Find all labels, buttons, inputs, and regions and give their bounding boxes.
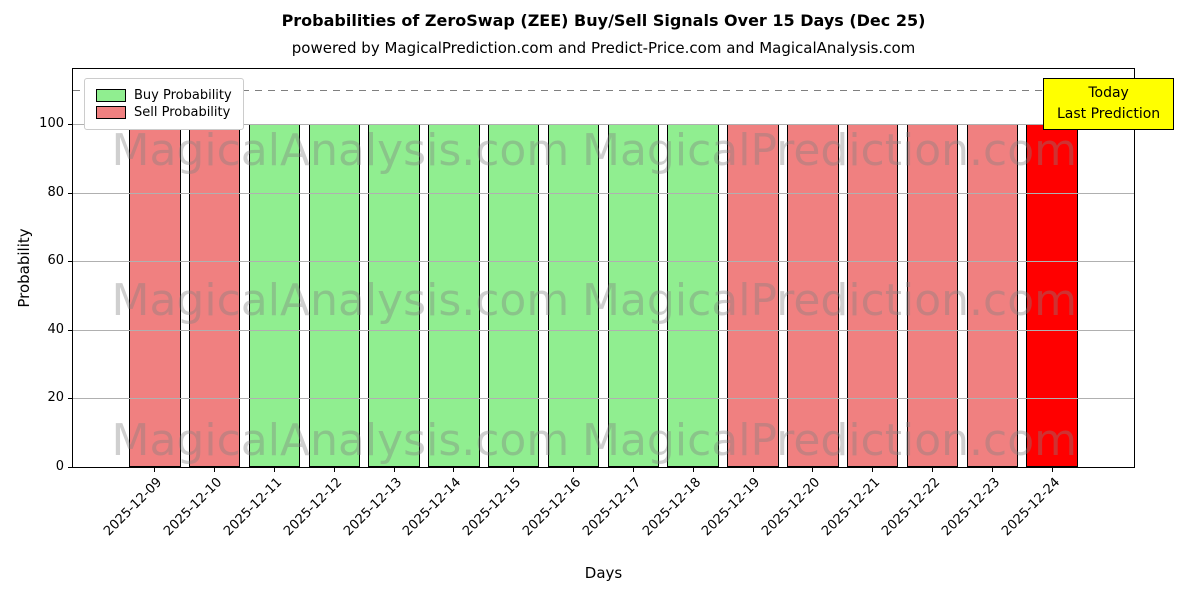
x-tick-label-text: 2025-12-10 xyxy=(161,475,226,540)
legend-label-buy: Buy Probability xyxy=(134,88,232,103)
bar-2025-12-21 xyxy=(846,123,899,467)
x-tick-mark xyxy=(573,468,575,472)
y-tick-label-80: 80 xyxy=(47,184,64,200)
bar-2025-12-24 xyxy=(1026,123,1078,467)
bar-2025-12-15 xyxy=(488,123,540,467)
x-tick-mark xyxy=(513,468,515,472)
y-tick-label-40: 40 xyxy=(47,321,64,337)
gridline-100 xyxy=(73,123,1134,125)
buy-probability-swatch xyxy=(96,89,126,102)
y-tick-mark xyxy=(68,123,72,125)
x-tick-label-text: 2025-12-12 xyxy=(280,475,345,540)
y-tick-label-100: 100 xyxy=(39,115,64,131)
gridline-60 xyxy=(73,261,1134,263)
x-tick-label-text: 2025-12-18 xyxy=(639,475,704,540)
bar-2025-12-23 xyxy=(966,123,1018,467)
legend-label-sell: Sell Probability xyxy=(134,105,231,120)
x-tick-mark xyxy=(333,468,335,472)
y-tick-mark xyxy=(68,467,72,468)
bar-2025-12-09 xyxy=(129,123,181,467)
x-tick-label-text: 2025-12-11 xyxy=(221,475,286,540)
x-tick-label-text: 2025-12-20 xyxy=(759,475,824,540)
x-tick-mark xyxy=(872,468,874,472)
y-tick-mark xyxy=(68,329,72,331)
x-tick-label-text: 2025-12-15 xyxy=(460,475,525,540)
y-tick-label-20: 20 xyxy=(47,390,64,406)
x-tick-label-text: 2025-12-13 xyxy=(340,475,405,540)
x-tick-mark xyxy=(214,468,216,472)
sell-probability-swatch xyxy=(96,106,126,119)
bar-2025-12-16 xyxy=(547,123,600,467)
x-tick-label-text: 2025-12-16 xyxy=(520,475,585,540)
x-tick-label-text: 2025-12-22 xyxy=(879,475,944,540)
bar-2025-12-13 xyxy=(368,123,420,467)
legend-item-buy: Buy Probability xyxy=(96,88,232,103)
y-tick-label-0: 0 xyxy=(55,459,64,474)
x-tick-mark xyxy=(692,468,694,472)
plot-area: MagicalAnalysis.com MagicalPrediction.com… xyxy=(72,68,1135,468)
bar-2025-12-11 xyxy=(248,123,301,467)
x-tick-label-text: 2025-12-19 xyxy=(699,475,764,540)
watermark: MagicalPrediction.com xyxy=(581,275,1077,326)
bar-2025-12-12 xyxy=(308,123,361,467)
x-tick-label-text: 2025-12-24 xyxy=(998,475,1063,540)
x-tick-mark xyxy=(1051,468,1053,472)
today-annotation: Today Last Prediction xyxy=(1043,78,1175,130)
gridline-80 xyxy=(73,192,1134,194)
x-tick-mark xyxy=(991,468,993,472)
x-tick-mark xyxy=(931,468,933,472)
today-annotation-line2: Last Prediction xyxy=(1057,106,1161,122)
x-axis-label: Days xyxy=(584,564,623,582)
bar-2025-12-14 xyxy=(428,123,480,467)
y-tick-mark xyxy=(68,192,72,194)
bar-2025-12-18 xyxy=(667,123,719,467)
today-annotation-line1: Today xyxy=(1088,85,1129,101)
x-tick-label-text: 2025-12-17 xyxy=(579,475,645,540)
watermark: MagicalAnalysis.com xyxy=(111,125,570,176)
x-tick-label-text: 2025-12-21 xyxy=(819,475,884,540)
bar-2025-12-22 xyxy=(906,123,959,467)
chart-title: Probabilities of ZeroSwap (ZEE) Buy/Sell… xyxy=(281,11,926,30)
chart-subtitle: powered by MagicalPrediction.com and Pre… xyxy=(291,39,916,57)
x-tick-mark xyxy=(453,468,455,472)
x-tick-label-text: 2025-12-09 xyxy=(101,475,166,540)
x-tick-mark xyxy=(393,468,395,472)
bar-2025-12-20 xyxy=(787,123,839,467)
bar-2025-12-17 xyxy=(607,123,660,467)
y-tick-mark xyxy=(68,398,72,400)
watermark: MagicalAnalysis.com xyxy=(111,275,570,326)
watermark: MagicalPrediction.com xyxy=(581,125,1077,176)
bar-2025-12-19 xyxy=(727,123,779,467)
legend: Buy Probability Sell Probability xyxy=(84,78,244,130)
y-tick-label-60: 60 xyxy=(47,253,64,269)
bar-2025-12-10 xyxy=(188,123,241,467)
x-tick-mark xyxy=(154,468,156,472)
gridline-40 xyxy=(73,329,1134,331)
watermark: MagicalPrediction.com xyxy=(581,415,1077,466)
x-tick-mark xyxy=(812,468,814,472)
gridline-20 xyxy=(73,398,1134,400)
legend-item-sell: Sell Probability xyxy=(96,105,232,120)
x-tick-label-text: 2025-12-14 xyxy=(400,475,465,540)
x-tick-mark xyxy=(274,468,276,472)
x-tick-mark xyxy=(632,468,634,472)
threshold-dashed-line xyxy=(73,89,1134,91)
x-tick-label-text: 2025-12-23 xyxy=(938,475,1003,540)
y-tick-mark xyxy=(68,261,72,263)
watermark: MagicalAnalysis.com xyxy=(111,415,570,466)
x-tick-mark xyxy=(752,468,754,472)
